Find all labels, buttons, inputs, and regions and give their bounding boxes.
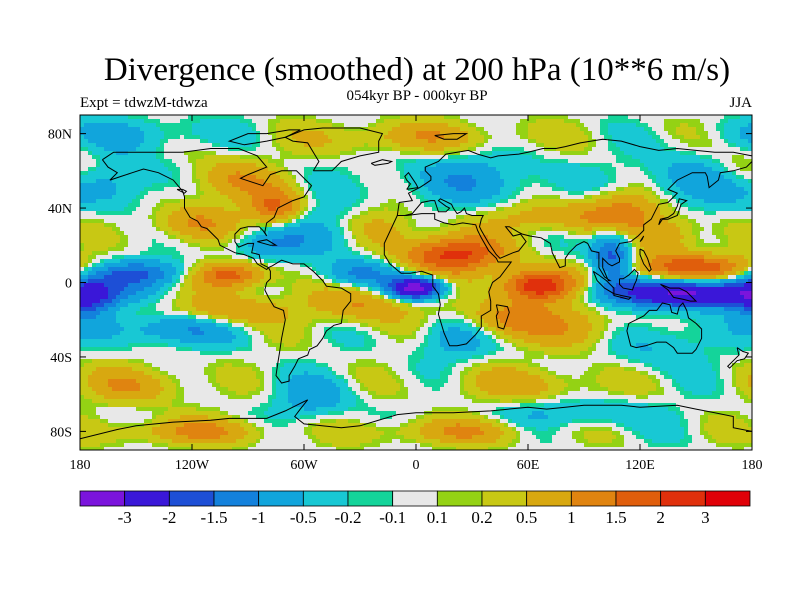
coastline <box>434 133 469 140</box>
x-tick-label: 180 <box>70 458 91 473</box>
y-tick-label: 40N <box>48 202 72 217</box>
colorbar-swatch <box>79 490 126 507</box>
coastline <box>383 213 513 347</box>
colorbar-swatch <box>392 490 438 507</box>
coastline <box>626 302 703 354</box>
coastline <box>619 268 639 291</box>
colorbar-swatch <box>124 490 170 507</box>
colorbar-label: -1.5 <box>201 508 228 527</box>
colorbar-label: 3 <box>701 508 710 527</box>
colorbar-swatch <box>168 490 215 507</box>
x-tick-label: 120W <box>175 458 210 473</box>
coastline <box>80 399 752 440</box>
colorbar-label: -0.1 <box>379 508 406 527</box>
axis-ticks: 180 120W 60W 0 60E 120E 180 80N 40N 0 40S 80S <box>48 115 763 473</box>
coastline <box>592 270 615 295</box>
colorbar-label: -0.5 <box>290 508 317 527</box>
coastline <box>227 129 301 146</box>
colorbar: -3 -2 -1.5 -1 -0.5 -0.2 -0.1 0.1 0.2 0.5 1 1.5 2 3 <box>79 490 751 527</box>
coastline <box>495 304 510 330</box>
season-label: JJA <box>729 95 752 111</box>
coastline <box>102 148 313 271</box>
colorbar-swatch <box>436 490 483 507</box>
coastline <box>284 127 384 172</box>
colorbar-label: -0.2 <box>335 508 362 527</box>
colorbar-label: 0.2 <box>471 508 492 527</box>
coastline <box>726 347 750 369</box>
experiment-label: Expt = tdwzM-tdwza <box>80 95 208 111</box>
x-tick-label: 60W <box>290 458 318 473</box>
x-tick-label: 120E <box>625 458 655 473</box>
colorbar-swatch <box>258 490 304 507</box>
coastline <box>257 239 278 246</box>
coastline <box>396 138 752 282</box>
colorbar-label: 0.5 <box>516 508 537 527</box>
coastline <box>660 283 698 302</box>
colorbar-label: -2 <box>162 508 176 527</box>
colorbar-label: -3 <box>118 508 132 527</box>
y-tick-label: 0 <box>65 277 72 292</box>
colorbar-swatch <box>347 490 394 507</box>
colorbar-label: 0.1 <box>427 508 448 527</box>
colorbar-swatch <box>302 490 349 507</box>
coastline <box>176 188 188 194</box>
coastline <box>613 293 632 300</box>
colorbar-label: 1.5 <box>605 508 626 527</box>
colorbar-swatch <box>570 490 617 507</box>
colorbar-swatch <box>615 490 662 507</box>
x-tick-label: 180 <box>742 458 763 473</box>
coastline <box>639 235 645 242</box>
colorbar-label: 2 <box>656 508 665 527</box>
x-tick-label: 0 <box>413 458 420 473</box>
coastline <box>404 171 419 190</box>
colorbar-label: -1 <box>252 508 266 527</box>
colorbar-swatch <box>526 490 572 507</box>
coastline <box>264 259 352 384</box>
colorbar-swatch <box>704 490 751 507</box>
plot-title: Divergence (smoothed) at 200 hPa (10**6 … <box>103 52 731 88</box>
coastline <box>639 248 652 273</box>
divergence-field <box>80 115 752 450</box>
y-tick-label: 80N <box>48 128 72 143</box>
y-tick-label: 80S <box>50 425 72 440</box>
coastline <box>370 159 394 166</box>
colorbar-swatch <box>481 490 528 507</box>
colorbar-swatch <box>213 490 260 507</box>
colorbar-label: 1 <box>567 508 576 527</box>
x-tick-label: 60E <box>517 458 540 473</box>
colorbar-swatch <box>660 490 706 507</box>
coastlines <box>80 127 752 440</box>
y-tick-label: 40S <box>50 351 72 366</box>
coastline <box>658 198 688 226</box>
plot-subtitle: 054kyr BP - 000kyr BP <box>346 88 488 104</box>
